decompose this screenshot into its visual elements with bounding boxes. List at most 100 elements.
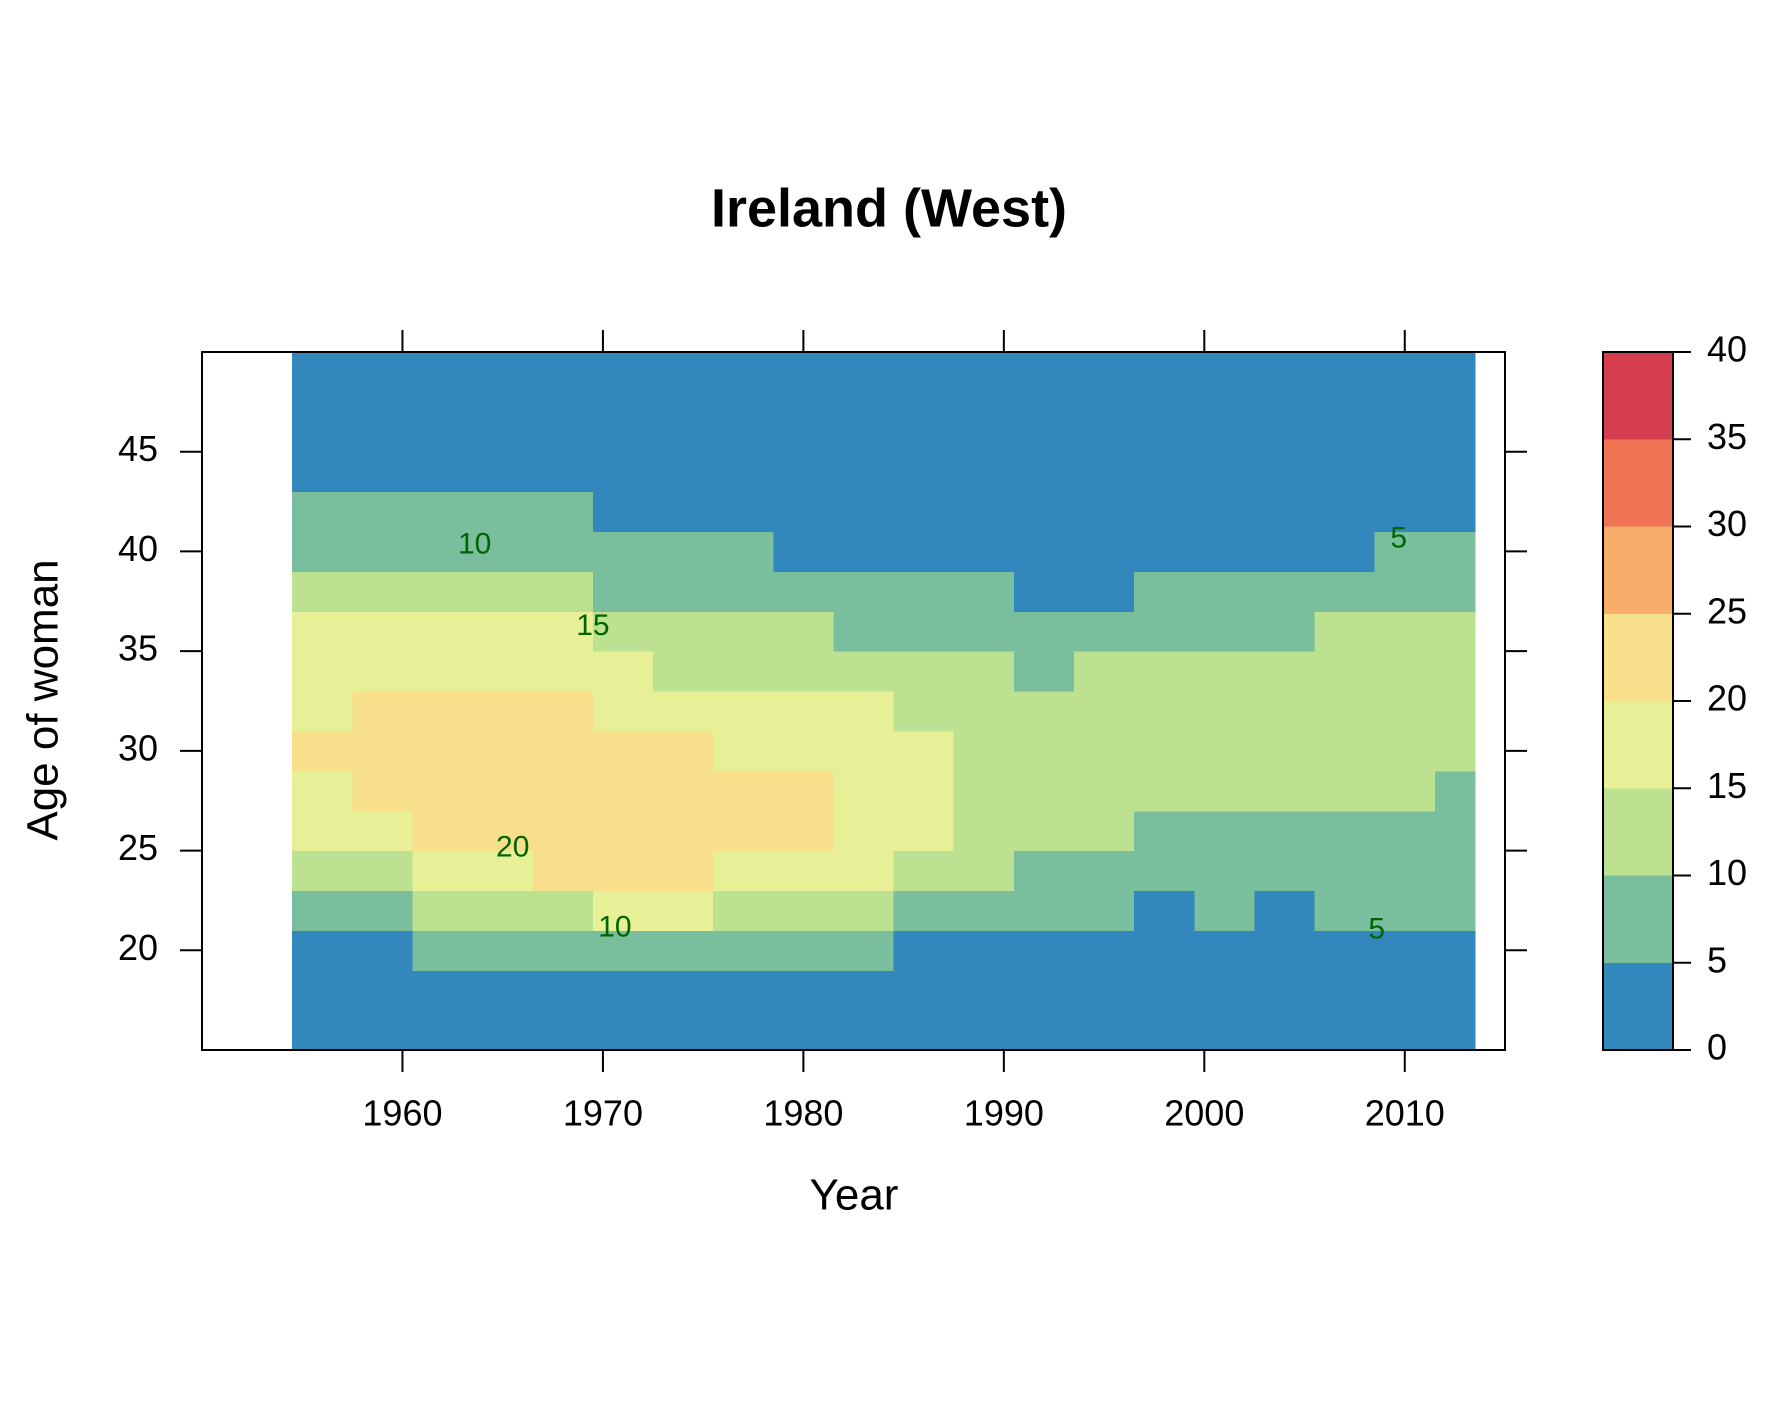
heatmap-cell [1314,571,1376,612]
heatmap-cell [412,411,474,453]
heatmap-cell [412,611,474,652]
heatmap-cell [773,411,835,453]
heatmap-cell [1434,571,1476,612]
heatmap-cell [352,491,414,533]
heatmap-cell [1013,352,1075,373]
heatmap-cell [292,810,353,852]
heatmap-cell [592,770,654,812]
x-tick-label: 2010 [1365,1093,1445,1134]
heatmap [292,352,1476,1051]
heatmap-cell [592,491,654,533]
heatmap-cell [592,451,654,493]
heatmap-cell [1074,571,1135,612]
heatmap-cell [893,930,955,971]
heatmap-cell [833,451,895,493]
heatmap-cell [833,352,895,373]
heatmap-cell [1374,810,1436,852]
heatmap-cell [352,890,414,931]
heatmap-cell [653,691,714,732]
heatmap-cell [1013,651,1075,692]
heatmap-cell [592,531,654,572]
heatmap-cell [653,970,714,1011]
heatmap-cell [893,850,955,892]
heatmap-cell [1314,611,1376,652]
heatmap-cell [592,371,654,413]
heatmap-cell [1374,930,1436,971]
heatmap-cell [592,611,654,652]
heatmap-cell [833,571,895,612]
heatmap-cell [352,611,414,652]
heatmap-cell [1013,850,1075,892]
heatmap-cell [1074,371,1135,413]
heatmap-cell [532,810,594,852]
heatmap-cell [592,810,654,852]
heatmap-cell [1194,371,1256,413]
heatmap-cell [653,411,714,453]
heatmap-cell [1134,491,1195,533]
heatmap-cell [1374,491,1436,533]
heatmap-cell [472,890,534,931]
heatmap-cell [1134,730,1195,772]
heatmap-cell [592,651,654,692]
heatmap-cell [713,850,774,892]
heatmap-cell [592,970,654,1011]
colorbar-tick-label: 5 [1707,939,1727,980]
heatmap-cell [1013,451,1075,493]
heatmap-cell [713,970,774,1011]
heatmap-cell [1374,890,1436,931]
heatmap-cell [1074,770,1135,812]
heatmap-cell [1254,890,1316,931]
y-tick-label: 45 [118,428,158,469]
heatmap-cell [1074,730,1135,772]
heatmap-cell [893,371,955,413]
heatmap-cell [1074,970,1135,1011]
heatmap-cell [592,571,654,612]
heatmap-cell [1374,451,1436,493]
heatmap-cell [1013,890,1075,931]
heatmap-cell [953,371,1015,413]
heatmap-cell [1134,531,1195,572]
heatmap-cell [653,491,714,533]
colorbar-swatch [1603,788,1673,876]
heatmap-cell [592,411,654,453]
heatmap-cell [1013,371,1075,413]
heatmap-cell [352,411,414,453]
heatmap-cell [1374,970,1436,1011]
heatmap-cell [292,411,353,453]
colorbar-swatch [1603,613,1673,701]
heatmap-cell [1194,491,1256,533]
heatmap-cell [1254,371,1316,413]
heatmap-cell [352,970,414,1011]
heatmap-cell [833,890,895,931]
heatmap-cell [893,411,955,453]
heatmap-cell [1134,850,1195,892]
heatmap-cell [1074,651,1135,692]
heatmap-cell [713,411,774,453]
heatmap-cell [1074,930,1135,971]
heatmap-cell [1314,491,1376,533]
heatmap-cell [713,491,774,533]
heatmap-cell [352,352,414,373]
heatmap-cell [1434,970,1476,1011]
heatmap-cell [953,1010,1015,1051]
colorbar-swatch [1603,352,1673,440]
heatmap-cell [352,930,414,971]
colorbar-tick-label: 0 [1707,1027,1727,1068]
heatmap-cell [592,691,654,732]
heatmap-cell [1374,611,1436,652]
colorbar-swatch [1603,962,1673,1050]
heatmap-cell [292,1010,353,1051]
heatmap-cell [472,491,534,533]
heatmap-cell [1134,611,1195,652]
heatmap-cell [1254,352,1316,373]
heatmap-cell [1314,890,1376,931]
heatmap-cell [1374,730,1436,772]
heatmap-cell [833,850,895,892]
heatmap-cell [1013,1010,1075,1051]
colorbar-swatch [1603,439,1673,527]
heatmap-cell [833,491,895,533]
heatmap-cell [773,451,835,493]
x-tick-label: 1990 [964,1093,1044,1134]
heatmap-cell [1074,810,1135,852]
